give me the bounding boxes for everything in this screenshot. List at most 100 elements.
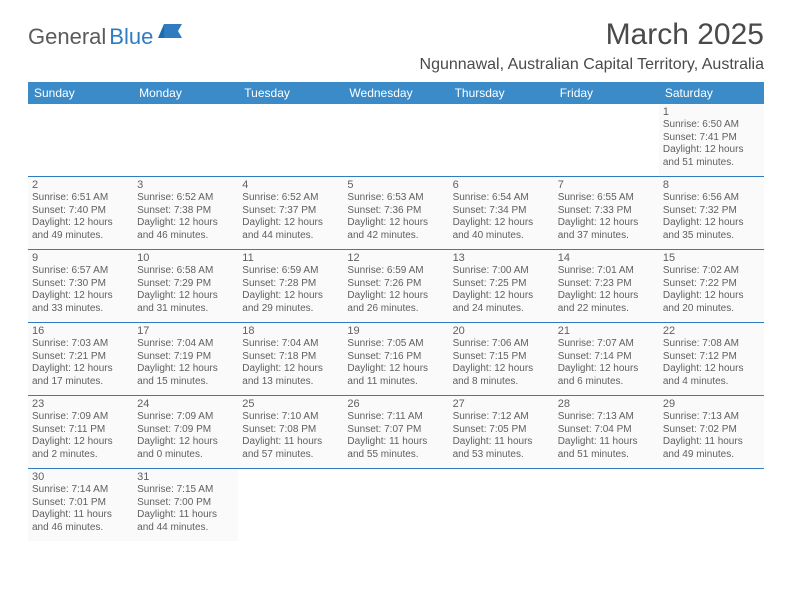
daylight-line: and 44 minutes. bbox=[137, 522, 234, 535]
daylight-line: and 24 minutes. bbox=[453, 303, 550, 316]
day-cell: 24Sunrise: 7:09 AMSunset: 7:09 PMDayligh… bbox=[133, 396, 238, 468]
location-subtitle: Ngunnawal, Australian Capital Territory,… bbox=[420, 56, 764, 74]
sunset-line: Sunset: 7:37 PM bbox=[242, 205, 339, 218]
daylight-line: Daylight: 12 hours bbox=[32, 363, 129, 376]
empty-cell bbox=[343, 469, 448, 541]
day-number: 30 bbox=[32, 471, 129, 483]
empty-cell bbox=[554, 469, 659, 541]
daylight-line: Daylight: 12 hours bbox=[663, 144, 760, 157]
day-cell: 9Sunrise: 6:57 AMSunset: 7:30 PMDaylight… bbox=[28, 250, 133, 322]
sunrise-line: Sunrise: 6:53 AM bbox=[347, 192, 444, 205]
logo: General Blue bbox=[28, 24, 182, 50]
day-cell: 7Sunrise: 6:55 AMSunset: 7:33 PMDaylight… bbox=[554, 177, 659, 249]
day-number: 2 bbox=[32, 179, 129, 191]
daylight-line: and 44 minutes. bbox=[242, 230, 339, 243]
sunrise-line: Sunrise: 6:52 AM bbox=[137, 192, 234, 205]
day-header: Sunday bbox=[28, 82, 133, 104]
daylight-line: and 0 minutes. bbox=[137, 449, 234, 462]
week-row: 16Sunrise: 7:03 AMSunset: 7:21 PMDayligh… bbox=[28, 323, 764, 396]
daylight-line: and 51 minutes. bbox=[558, 449, 655, 462]
daylight-line: Daylight: 12 hours bbox=[32, 436, 129, 449]
day-number: 9 bbox=[32, 252, 129, 264]
day-cell: 17Sunrise: 7:04 AMSunset: 7:19 PMDayligh… bbox=[133, 323, 238, 395]
daylight-line: and 57 minutes. bbox=[242, 449, 339, 462]
sunset-line: Sunset: 7:40 PM bbox=[32, 205, 129, 218]
day-number: 15 bbox=[663, 252, 760, 264]
empty-cell bbox=[133, 104, 238, 176]
day-number: 3 bbox=[137, 179, 234, 191]
sunrise-line: Sunrise: 6:58 AM bbox=[137, 265, 234, 278]
daylight-line: and 33 minutes. bbox=[32, 303, 129, 316]
daylight-line: and 46 minutes. bbox=[32, 522, 129, 535]
daylight-line: Daylight: 12 hours bbox=[137, 363, 234, 376]
day-cell: 15Sunrise: 7:02 AMSunset: 7:22 PMDayligh… bbox=[659, 250, 764, 322]
week-row: 9Sunrise: 6:57 AMSunset: 7:30 PMDaylight… bbox=[28, 250, 764, 323]
flag-icon bbox=[158, 24, 182, 40]
day-number: 27 bbox=[453, 398, 550, 410]
calendar-grid: SundayMondayTuesdayWednesdayThursdayFrid… bbox=[28, 82, 764, 541]
week-row: 23Sunrise: 7:09 AMSunset: 7:11 PMDayligh… bbox=[28, 396, 764, 469]
sunrise-line: Sunrise: 6:57 AM bbox=[32, 265, 129, 278]
sunrise-line: Sunrise: 7:12 AM bbox=[453, 411, 550, 424]
empty-cell bbox=[28, 104, 133, 176]
day-number: 20 bbox=[453, 325, 550, 337]
sunrise-line: Sunrise: 7:11 AM bbox=[347, 411, 444, 424]
daylight-line: Daylight: 11 hours bbox=[242, 436, 339, 449]
day-cell: 6Sunrise: 6:54 AMSunset: 7:34 PMDaylight… bbox=[449, 177, 554, 249]
day-cell: 20Sunrise: 7:06 AMSunset: 7:15 PMDayligh… bbox=[449, 323, 554, 395]
sunrise-line: Sunrise: 7:02 AM bbox=[663, 265, 760, 278]
sunrise-line: Sunrise: 7:04 AM bbox=[137, 338, 234, 351]
calendar-page: General Blue March 2025 Ngunnawal, Austr… bbox=[0, 0, 792, 559]
day-number: 19 bbox=[347, 325, 444, 337]
month-title: March 2025 bbox=[420, 18, 764, 52]
empty-cell bbox=[554, 104, 659, 176]
day-cell: 3Sunrise: 6:52 AMSunset: 7:38 PMDaylight… bbox=[133, 177, 238, 249]
daylight-line: Daylight: 12 hours bbox=[347, 363, 444, 376]
day-cell: 8Sunrise: 6:56 AMSunset: 7:32 PMDaylight… bbox=[659, 177, 764, 249]
day-header-row: SundayMondayTuesdayWednesdayThursdayFrid… bbox=[28, 82, 764, 104]
sunrise-line: Sunrise: 7:13 AM bbox=[558, 411, 655, 424]
day-cell: 1Sunrise: 6:50 AMSunset: 7:41 PMDaylight… bbox=[659, 104, 764, 176]
daylight-line: and 13 minutes. bbox=[242, 376, 339, 389]
day-number: 17 bbox=[137, 325, 234, 337]
day-number: 28 bbox=[558, 398, 655, 410]
sunset-line: Sunset: 7:32 PM bbox=[663, 205, 760, 218]
day-number: 13 bbox=[453, 252, 550, 264]
daylight-line: Daylight: 12 hours bbox=[663, 217, 760, 230]
day-number: 16 bbox=[32, 325, 129, 337]
daylight-line: Daylight: 12 hours bbox=[137, 436, 234, 449]
daylight-line: Daylight: 11 hours bbox=[663, 436, 760, 449]
sunrise-line: Sunrise: 7:05 AM bbox=[347, 338, 444, 351]
sunset-line: Sunset: 7:18 PM bbox=[242, 351, 339, 364]
sunset-line: Sunset: 7:33 PM bbox=[558, 205, 655, 218]
daylight-line: Daylight: 12 hours bbox=[663, 363, 760, 376]
daylight-line: and 2 minutes. bbox=[32, 449, 129, 462]
logo-text-general: General bbox=[28, 24, 106, 50]
sunset-line: Sunset: 7:21 PM bbox=[32, 351, 129, 364]
sunset-line: Sunset: 7:26 PM bbox=[347, 278, 444, 291]
day-header: Friday bbox=[554, 82, 659, 104]
sunrise-line: Sunrise: 6:51 AM bbox=[32, 192, 129, 205]
daylight-line: Daylight: 12 hours bbox=[558, 217, 655, 230]
day-header: Monday bbox=[133, 82, 238, 104]
daylight-line: and 22 minutes. bbox=[558, 303, 655, 316]
week-row: 1Sunrise: 6:50 AMSunset: 7:41 PMDaylight… bbox=[28, 104, 764, 177]
day-cell: 21Sunrise: 7:07 AMSunset: 7:14 PMDayligh… bbox=[554, 323, 659, 395]
sunrise-line: Sunrise: 7:07 AM bbox=[558, 338, 655, 351]
sunset-line: Sunset: 7:01 PM bbox=[32, 497, 129, 510]
daylight-line: and 20 minutes. bbox=[663, 303, 760, 316]
week-row: 30Sunrise: 7:14 AMSunset: 7:01 PMDayligh… bbox=[28, 469, 764, 541]
daylight-line: and 8 minutes. bbox=[453, 376, 550, 389]
empty-cell bbox=[659, 469, 764, 541]
sunset-line: Sunset: 7:09 PM bbox=[137, 424, 234, 437]
sunrise-line: Sunrise: 6:55 AM bbox=[558, 192, 655, 205]
daylight-line: Daylight: 12 hours bbox=[453, 290, 550, 303]
day-cell: 13Sunrise: 7:00 AMSunset: 7:25 PMDayligh… bbox=[449, 250, 554, 322]
sunrise-line: Sunrise: 7:09 AM bbox=[137, 411, 234, 424]
day-number: 10 bbox=[137, 252, 234, 264]
sunrise-line: Sunrise: 7:08 AM bbox=[663, 338, 760, 351]
empty-cell bbox=[449, 469, 554, 541]
day-cell: 16Sunrise: 7:03 AMSunset: 7:21 PMDayligh… bbox=[28, 323, 133, 395]
sunset-line: Sunset: 7:25 PM bbox=[453, 278, 550, 291]
day-cell: 18Sunrise: 7:04 AMSunset: 7:18 PMDayligh… bbox=[238, 323, 343, 395]
